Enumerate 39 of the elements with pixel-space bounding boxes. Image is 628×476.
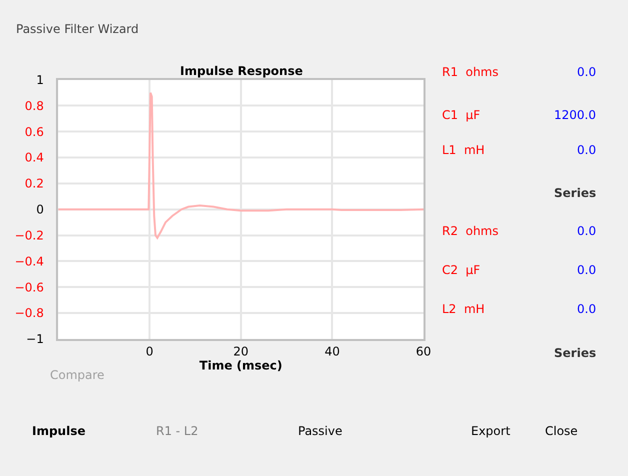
y-tick-label: −0.6 (14, 280, 44, 294)
y-tick-label: 0.2 (24, 176, 44, 191)
x-tick-label: 20 (233, 344, 249, 358)
y-tick-label: −1 (26, 332, 44, 346)
y-tick-label: 0.6 (24, 124, 44, 139)
chart-title: Impulse Response (180, 64, 303, 78)
y-tick-label: −0.8 (14, 306, 44, 320)
text: Passive (298, 424, 342, 438)
text: R2 ohms (442, 224, 498, 238)
text: L2 mH (442, 302, 485, 316)
y-tick-label: 0 (36, 202, 44, 217)
y-tick-label: 1 (36, 72, 44, 87)
x-tick-label: 40 (324, 344, 340, 358)
text: Export (471, 424, 511, 438)
text: Series (554, 186, 596, 200)
text: 0.0 (577, 263, 596, 277)
text: 0.0 (577, 65, 596, 79)
text: 0.0 (577, 143, 596, 157)
y-tick-label: −0.2 (14, 228, 44, 242)
text: Close (545, 424, 578, 438)
y-tick-label: 0.8 (24, 98, 44, 113)
text: Compare (50, 368, 104, 382)
text: 0.0 (577, 302, 596, 316)
text: C1 µF (442, 108, 480, 122)
x-axis-title: Time (msec) (199, 358, 282, 373)
y-tick-label: 0.4 (24, 150, 44, 165)
text: Impulse (32, 424, 86, 438)
text: R1 ohms (442, 65, 498, 79)
text: 1200.0 (554, 108, 596, 122)
text: R1 - L2 (156, 424, 198, 438)
text: Series (554, 346, 596, 360)
text: Passive Filter Wizard (16, 22, 139, 36)
x-tick-label: 0 (146, 344, 154, 358)
line-series (58, 92, 424, 239)
text: C2 µF (442, 263, 480, 277)
x-tick-label: 60 (416, 344, 432, 358)
y-tick-label: −0.4 (14, 254, 44, 268)
text: L1 mH (442, 143, 485, 157)
text: 0.0 (577, 224, 596, 238)
